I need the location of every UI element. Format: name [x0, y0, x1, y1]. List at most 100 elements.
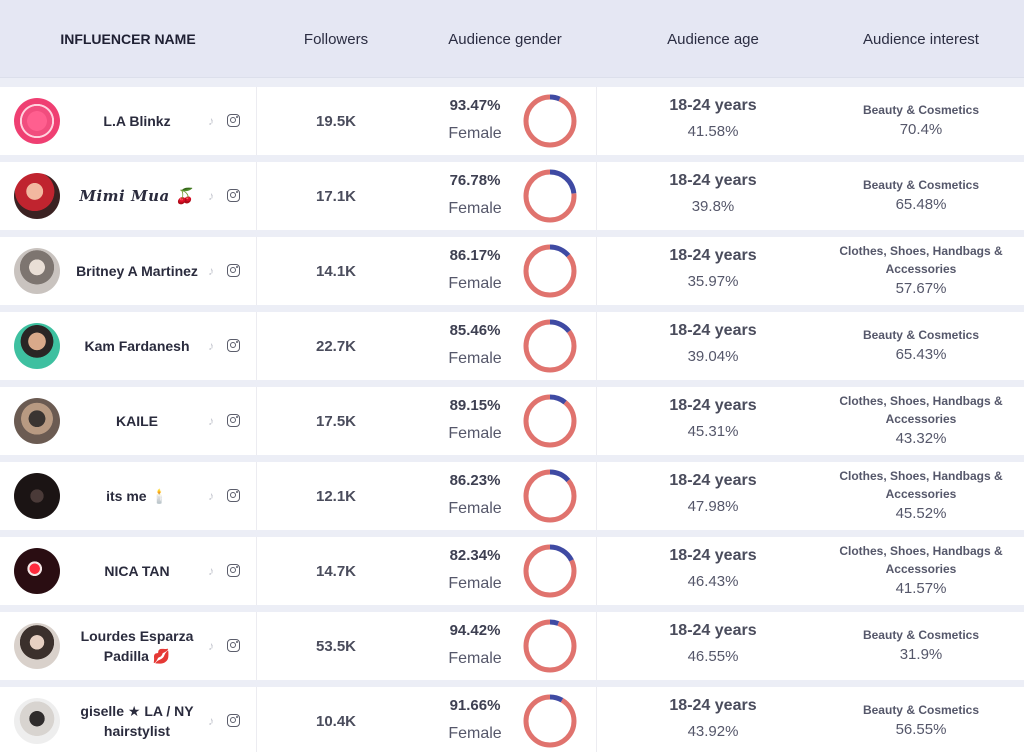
- table-row[interactable]: Lourdes Esparza Padilla 💋 ♪ 53.5K 94.42%…: [0, 612, 1024, 680]
- influencer-name[interactable]: NICA TAN: [104, 563, 170, 579]
- donut-male-arc: [523, 94, 577, 148]
- avatar[interactable]: [14, 623, 60, 669]
- avatar[interactable]: [14, 473, 60, 519]
- avatar[interactable]: [14, 173, 60, 219]
- avatar[interactable]: [14, 698, 60, 744]
- influencer-name[interactable]: 𝑴𝒊𝒎𝒊 𝑴𝒖𝒂 🍒: [79, 187, 195, 205]
- donut-female-arc: [523, 394, 577, 448]
- tiktok-icon[interactable]: ♪: [208, 714, 214, 728]
- tiktok-icon[interactable]: ♪: [208, 564, 214, 578]
- age-range: 18-24 years: [669, 472, 757, 489]
- influencer-name[interactable]: giselle ★ LA / NY hairstylist: [80, 703, 194, 739]
- tiktok-icon[interactable]: ♪: [208, 189, 214, 203]
- age-percent: 39.04%: [687, 348, 739, 365]
- table-row[interactable]: KAILE ♪ 17.5K 89.15% Female 18-24 years …: [0, 387, 1024, 455]
- gender-label: Female: [448, 425, 502, 442]
- table-row[interactable]: 𝑴𝒊𝒎𝒊 𝑴𝒖𝒂 🍒 ♪ 17.1K 76.78% Female 18-24 y…: [0, 162, 1024, 230]
- instagram-icon[interactable]: [227, 189, 240, 202]
- header-audience-interest[interactable]: Audience interest: [863, 30, 979, 48]
- influencer-name[interactable]: L.A Blinkz: [103, 113, 171, 129]
- tiktok-icon[interactable]: ♪: [208, 114, 214, 128]
- gender-donut-chart: [523, 544, 577, 598]
- gender-percent: 85.46%: [449, 322, 501, 339]
- followers-count: 14.1K: [315, 262, 357, 280]
- instagram-icon[interactable]: [227, 339, 240, 352]
- avatar[interactable]: [14, 548, 60, 594]
- interest-category: Beauty & Cosmetics: [862, 628, 980, 642]
- instagram-icon[interactable]: [227, 489, 240, 502]
- interest-percent: 41.57%: [895, 580, 947, 597]
- gender-percent: 89.15%: [449, 397, 501, 414]
- audience-interest: Clothes, Shoes, Handbags & Accessories 5…: [822, 237, 1020, 305]
- table-row[interactable]: Britney A Martinez ♪ 14.1K 86.17% Female…: [0, 237, 1024, 305]
- audience-interest: Beauty & Cosmetics 65.48%: [822, 162, 1020, 230]
- avatar[interactable]: [14, 248, 60, 294]
- donut-male-arc: [523, 544, 577, 598]
- gender-donut-chart: [523, 244, 577, 298]
- followers-count: 14.7K: [315, 562, 357, 580]
- interest-category: Beauty & Cosmetics: [862, 328, 980, 342]
- column-divider: [596, 687, 597, 752]
- age-percent: 46.55%: [687, 648, 739, 665]
- age-range: 18-24 years: [669, 172, 757, 189]
- donut-male-arc: [523, 619, 577, 673]
- avatar[interactable]: [14, 98, 60, 144]
- interest-category: Clothes, Shoes, Handbags & Accessories: [839, 544, 1003, 576]
- followers-count: 10.4K: [315, 712, 357, 730]
- table-row[interactable]: Kam Fardanesh ♪ 22.7K 85.46% Female 18-2…: [0, 312, 1024, 380]
- interest-category: Clothes, Shoes, Handbags & Accessories: [839, 244, 1003, 276]
- column-divider: [256, 87, 257, 155]
- age-range: 18-24 years: [669, 97, 757, 114]
- age-range: 18-24 years: [669, 547, 757, 564]
- age-percent: 46.43%: [687, 573, 739, 590]
- instagram-icon[interactable]: [227, 564, 240, 577]
- donut-female-arc: [523, 94, 577, 148]
- header-audience-age[interactable]: Audience age: [667, 30, 759, 48]
- age-range: 18-24 years: [669, 247, 757, 264]
- instagram-icon[interactable]: [227, 714, 240, 727]
- table-row[interactable]: its me 🕯️ ♪ 12.1K 86.23% Female 18-24 ye…: [0, 462, 1024, 530]
- tiktok-icon[interactable]: ♪: [208, 489, 214, 503]
- donut-male-arc: [523, 319, 577, 373]
- avatar[interactable]: [14, 323, 60, 369]
- table-row[interactable]: L.A Blinkz ♪ 19.5K 93.47% Female 18-24 y…: [0, 87, 1024, 155]
- header-influencer-name[interactable]: INFLUENCER NAME: [60, 31, 196, 47]
- interest-percent: 31.9%: [899, 646, 943, 663]
- donut-female-arc: [523, 619, 577, 673]
- instagram-icon[interactable]: [227, 264, 240, 277]
- instagram-icon[interactable]: [227, 414, 240, 427]
- influencer-name[interactable]: its me 🕯️: [106, 488, 168, 504]
- tiktok-icon[interactable]: ♪: [208, 264, 214, 278]
- gender-percent: 76.78%: [449, 172, 501, 189]
- column-divider: [596, 612, 597, 680]
- instagram-icon[interactable]: [227, 114, 240, 127]
- interest-percent: 65.43%: [895, 346, 947, 363]
- column-divider: [256, 237, 257, 305]
- avatar[interactable]: [14, 398, 60, 444]
- tiktok-icon[interactable]: ♪: [208, 339, 214, 353]
- donut-male-arc: [523, 469, 577, 523]
- header-followers[interactable]: Followers: [303, 30, 369, 48]
- influencer-name[interactable]: KAILE: [116, 413, 158, 429]
- age-percent: 47.98%: [687, 498, 739, 515]
- instagram-icon[interactable]: [227, 639, 240, 652]
- header-audience-gender[interactable]: Audience gender: [448, 30, 562, 48]
- gender-donut-chart: [523, 94, 577, 148]
- influencer-name[interactable]: Britney A Martinez: [76, 263, 198, 279]
- interest-percent: 43.32%: [895, 430, 947, 447]
- tiktok-icon[interactable]: ♪: [208, 414, 214, 428]
- interest-percent: 45.52%: [895, 505, 947, 522]
- interest-category: Clothes, Shoes, Handbags & Accessories: [839, 394, 1003, 426]
- donut-male-arc: [523, 694, 577, 748]
- table-row[interactable]: giselle ★ LA / NY hairstylist ♪ 10.4K 91…: [0, 687, 1024, 752]
- influencer-name[interactable]: Kam Fardanesh: [84, 338, 190, 354]
- table-row[interactable]: NICA TAN ♪ 14.7K 82.34% Female 18-24 yea…: [0, 537, 1024, 605]
- influencer-name[interactable]: Lourdes Esparza Padilla 💋: [80, 628, 194, 664]
- age-percent: 39.8%: [691, 198, 735, 215]
- tiktok-icon[interactable]: ♪: [208, 639, 214, 653]
- gender-label: Female: [448, 725, 502, 742]
- column-divider: [596, 162, 597, 230]
- followers-count: 12.1K: [315, 487, 357, 505]
- gender-label: Female: [448, 500, 502, 517]
